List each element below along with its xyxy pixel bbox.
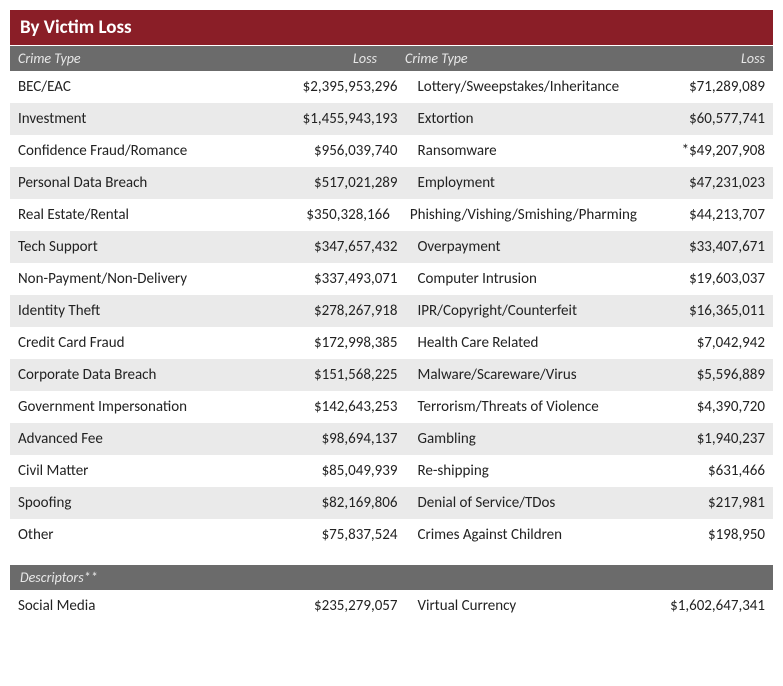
loss-cell: $44,213,707 [637,206,765,224]
table-row: Identity Theft$278,267,918IPR/Copyright/… [10,295,773,327]
table-row: Corporate Data Breach$151,568,225Malware… [10,359,773,391]
loss-cell: $172,998,385 [238,334,398,352]
descriptor-value: $1,602,647,341 [637,597,765,615]
crime-type-cell: Overpayment [398,238,638,256]
loss-cell: *$49,207,908 [637,142,765,160]
crime-type-cell: Personal Data Breach [18,174,238,192]
loss-cell: $217,981 [637,494,765,512]
loss-cell: $1,940,237 [637,430,765,448]
loss-cell: $198,950 [637,526,765,544]
table-row: Government Impersonation$142,643,253Terr… [10,391,773,423]
descriptors-row: Social Media $235,279,057 Virtual Curren… [10,590,773,622]
loss-cell: $16,365,011 [637,302,765,320]
column-headers: Crime Type Loss Crime Type Loss [10,46,773,71]
loss-cell: $47,231,023 [637,174,765,192]
crime-type-cell: Spoofing [18,494,238,512]
crime-type-cell: Identity Theft [18,302,238,320]
header-loss-left: Loss [225,46,385,71]
crime-type-cell: IPR/Copyright/Counterfeit [398,302,638,320]
loss-cell: $98,694,137 [238,430,398,448]
section-title: By Victim Loss [10,10,773,46]
loss-cell: $7,042,942 [637,334,765,352]
crime-type-cell: Non-Payment/Non-Delivery [18,270,238,288]
table-row: Non-Payment/Non-Delivery$337,493,071Comp… [10,263,773,295]
table-row: Tech Support$347,657,432Overpayment$33,4… [10,231,773,263]
loss-cell: $5,596,889 [637,366,765,384]
crime-type-cell: Real Estate/Rental [18,206,230,224]
crime-type-cell: Health Care Related [398,334,638,352]
crime-type-cell: Terrorism/Threats of Violence [398,398,638,416]
table-row: BEC/EAC$2,395,953,296Lottery/Sweepstakes… [10,71,773,103]
crime-type-cell: Corporate Data Breach [18,366,238,384]
crime-type-cell: Investment [18,110,238,128]
table-row: Confidence Fraud/Romance$956,039,740Rans… [10,135,773,167]
crime-type-cell: Denial of Service/TDos [398,494,638,512]
table-row: Credit Card Fraud$172,998,385Health Care… [10,327,773,359]
crime-type-cell: Employment [398,174,638,192]
loss-cell: $33,407,671 [637,238,765,256]
crime-type-cell: Lottery/Sweepstakes/Inheritance [398,78,638,96]
loss-cell: $2,395,953,296 [238,78,398,96]
loss-cell: $82,169,806 [238,494,398,512]
loss-cell: $151,568,225 [238,366,398,384]
crime-type-cell: Crimes Against Children [398,526,638,544]
crime-type-cell: Ransomware [398,142,638,160]
loss-cell: $350,328,166 [230,206,390,224]
table-row: Spoofing$82,169,806Denial of Service/TDo… [10,487,773,519]
loss-cell: $337,493,071 [238,270,398,288]
crime-type-cell: Computer Intrusion [398,270,638,288]
crime-type-cell: BEC/EAC [18,78,238,96]
crime-type-cell: Malware/Scareware/Virus [398,366,638,384]
loss-cell: $75,837,524 [238,526,398,544]
data-rows: BEC/EAC$2,395,953,296Lottery/Sweepstakes… [10,71,773,551]
crime-type-cell: Phishing/Vishing/Smishing/Pharming [390,206,637,224]
loss-cell: $71,289,089 [637,78,765,96]
crime-type-cell: Extortion [398,110,638,128]
crime-type-cell: Other [18,526,238,544]
table-row: Advanced Fee$98,694,137Gambling$1,940,23… [10,423,773,455]
table-row: Other$75,837,524Crimes Against Children$… [10,519,773,551]
victim-loss-table: By Victim Loss Crime Type Loss Crime Typ… [10,10,773,622]
header-crime-left: Crime Type [10,46,225,71]
crime-type-cell: Credit Card Fraud [18,334,238,352]
table-row: Civil Matter$85,049,939Re-shipping$631,4… [10,455,773,487]
descriptors-header: Descriptors** [10,565,773,590]
crime-type-cell: Re-shipping [398,462,638,480]
loss-cell: $956,039,740 [238,142,398,160]
crime-type-cell: Government Impersonation [18,398,238,416]
descriptor-label: Virtual Currency [398,597,638,615]
loss-cell: $517,021,289 [238,174,398,192]
loss-cell: $1,455,943,193 [238,110,398,128]
crime-type-cell: Tech Support [18,238,238,256]
table-row: Investment$1,455,943,193Extortion$60,577… [10,103,773,135]
header-crime-right: Crime Type [385,46,645,71]
loss-cell: $19,603,037 [637,270,765,288]
loss-cell: $85,049,939 [238,462,398,480]
crime-type-cell: Advanced Fee [18,430,238,448]
table-row: Personal Data Breach$517,021,289Employme… [10,167,773,199]
crime-type-cell: Gambling [398,430,638,448]
crime-type-cell: Confidence Fraud/Romance [18,142,238,160]
loss-cell: $142,643,253 [238,398,398,416]
header-loss-right: Loss [645,46,773,71]
descriptor-value: $235,279,057 [238,597,398,615]
loss-cell: $631,466 [637,462,765,480]
loss-cell: $4,390,720 [637,398,765,416]
crime-type-cell: Civil Matter [18,462,238,480]
loss-cell: $278,267,918 [238,302,398,320]
table-row: Real Estate/Rental$350,328,166Phishing/V… [10,199,773,231]
descriptor-label: Social Media [18,597,238,615]
loss-cell: $347,657,432 [238,238,398,256]
loss-cell: $60,577,741 [637,110,765,128]
